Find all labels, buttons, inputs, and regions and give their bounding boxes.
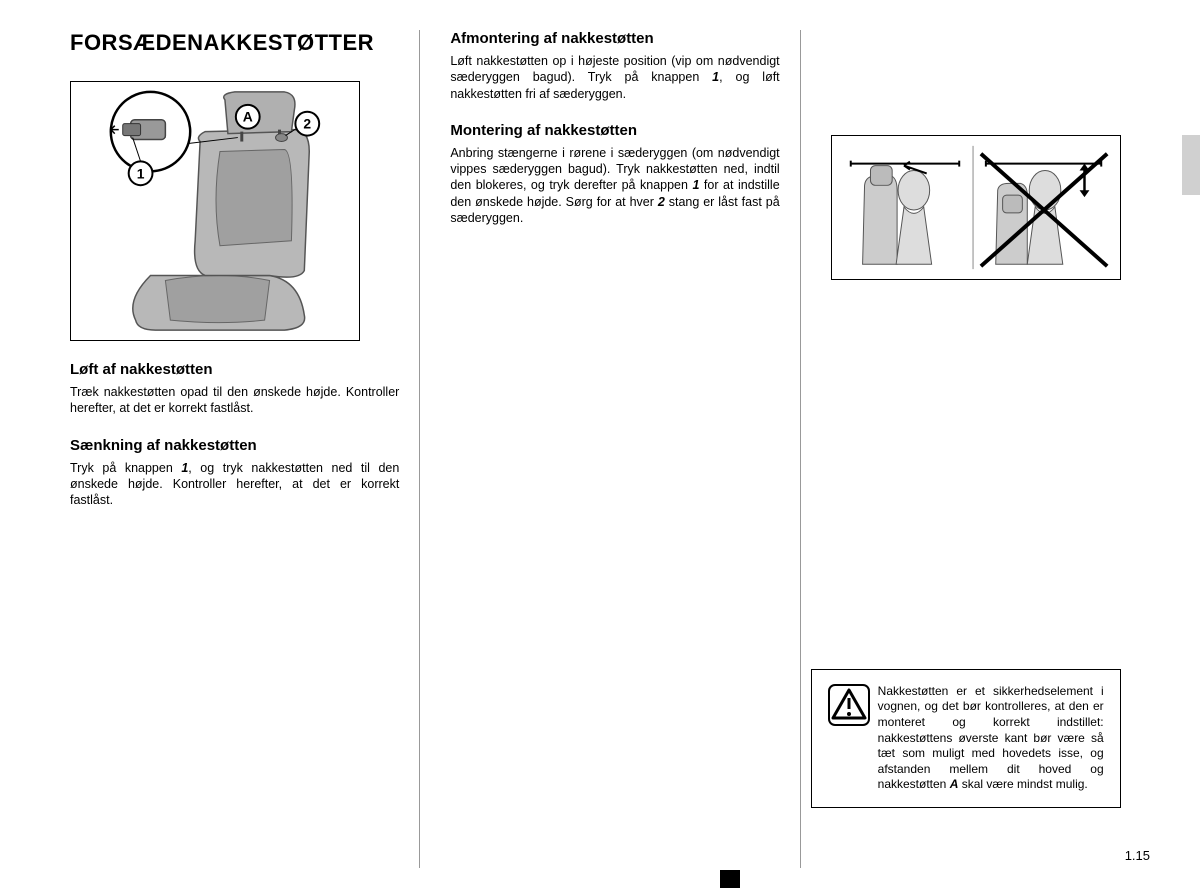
column-3: 26342 — [811, 30, 1160, 868]
warning-text: Nakkestøtten er et sikkerheds­element i … — [878, 684, 1104, 793]
label-A: A — [243, 109, 253, 125]
page-number: 1.15 — [1125, 848, 1150, 863]
heading-remove: Afmontering af nakkestøtten — [450, 30, 779, 47]
text-lower: Tryk på knappen 1, og tryk nakkestøtten … — [70, 460, 399, 509]
heading-lower: Sænkning af nakkestøtten — [70, 437, 399, 454]
page-title: FORSÆDENAKKESTØTTER — [70, 30, 399, 56]
heading-install: Montering af nakkestøtten — [450, 122, 779, 139]
warning-box: Nakkestøtten er et sikkerheds­element i … — [811, 669, 1121, 808]
bottom-register-mark — [720, 870, 740, 888]
heading-raise: Løft af nakkestøtten — [70, 361, 399, 378]
page-content: FORSÆDENAKKESTØTTER 35555 — [0, 0, 1200, 888]
warning-icon — [828, 684, 870, 726]
figure-seat: 35555 — [70, 81, 360, 341]
headrest-position-illustration — [832, 136, 1120, 279]
seat-illustration: A 1 2 — [71, 82, 359, 340]
text-install: Anbring stængerne i rørene i sæderyggen … — [450, 145, 779, 226]
column-2: Afmontering af nakkestøtten Løft nakkest… — [430, 30, 800, 868]
label-1: 1 — [137, 165, 145, 181]
text-remove: Løft nakkestøtten op i højeste position … — [450, 53, 779, 102]
text-raise: Træk nakkestøtten opad til den ønskede h… — [70, 384, 399, 417]
column-1: FORSÆDENAKKESTØTTER 35555 — [70, 30, 420, 868]
label-2: 2 — [303, 116, 311, 132]
side-tab — [1182, 135, 1200, 195]
figure-headrest-position: 26342 — [831, 135, 1121, 280]
